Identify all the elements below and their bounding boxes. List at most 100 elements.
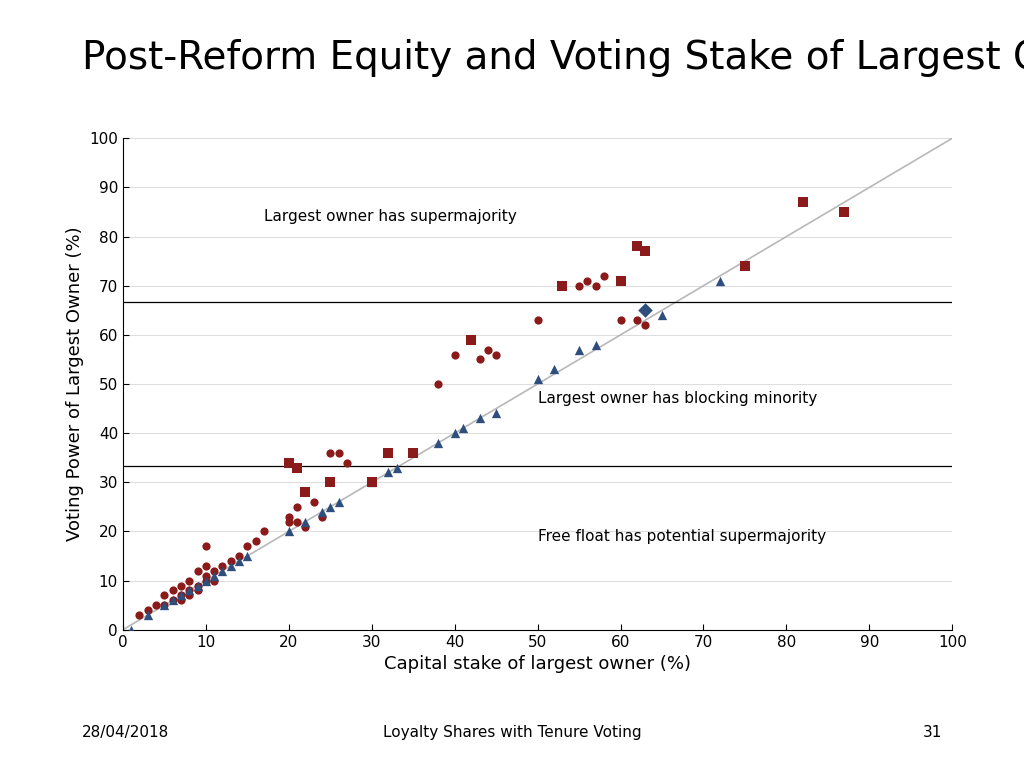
Point — [596, 270, 612, 282]
Point — [364, 476, 380, 488]
Point — [654, 309, 671, 321]
Point — [240, 550, 256, 562]
Point — [289, 515, 305, 528]
Point — [131, 609, 147, 621]
Point — [305, 496, 322, 508]
Point — [331, 447, 347, 459]
Point — [123, 624, 139, 636]
Point — [488, 349, 505, 361]
Point — [281, 515, 297, 528]
Point — [339, 456, 355, 468]
Point — [446, 427, 463, 439]
Point — [546, 363, 562, 376]
Text: Free float has potential supermajority: Free float has potential supermajority — [538, 529, 825, 544]
Point — [313, 505, 330, 518]
Point — [313, 511, 330, 523]
Point — [471, 353, 487, 366]
Point — [529, 373, 546, 386]
Point — [406, 447, 422, 459]
Point — [529, 314, 546, 326]
Point — [198, 574, 214, 587]
Point — [446, 349, 463, 361]
Point — [156, 599, 172, 611]
Point — [181, 584, 198, 597]
Point — [629, 314, 645, 326]
Point — [281, 456, 297, 468]
Point — [173, 579, 189, 591]
Text: 31: 31 — [923, 725, 942, 740]
Point — [837, 206, 853, 218]
Point — [181, 574, 198, 587]
Point — [198, 570, 214, 582]
Point — [588, 280, 604, 292]
Point — [297, 486, 313, 498]
Point — [612, 275, 629, 287]
Point — [571, 280, 588, 292]
Point — [430, 437, 446, 449]
Point — [189, 579, 206, 591]
Point — [206, 574, 222, 587]
Point — [463, 333, 479, 346]
Point — [331, 496, 347, 508]
Point — [571, 343, 588, 356]
Point — [471, 412, 487, 425]
Point — [240, 540, 256, 552]
Point — [156, 599, 172, 611]
Point — [322, 447, 338, 459]
Y-axis label: Voting Power of Largest Owner (%): Voting Power of Largest Owner (%) — [66, 227, 84, 541]
Point — [580, 275, 596, 287]
Point — [198, 560, 214, 572]
Point — [795, 196, 811, 208]
Point — [165, 594, 181, 607]
Point — [230, 554, 247, 567]
Point — [198, 574, 214, 587]
Point — [214, 564, 230, 577]
Point — [712, 275, 728, 287]
Point — [189, 564, 206, 577]
Point — [322, 501, 338, 513]
Point — [173, 589, 189, 601]
Point — [588, 339, 604, 351]
Point — [637, 319, 653, 331]
Point — [189, 584, 206, 597]
Point — [637, 304, 653, 316]
Text: Largest owner has blocking minority: Largest owner has blocking minority — [538, 391, 817, 406]
Point — [479, 343, 496, 356]
Point — [281, 525, 297, 538]
Text: Largest owner has supermajority: Largest owner has supermajority — [264, 210, 517, 224]
Point — [222, 560, 239, 572]
Point — [248, 535, 264, 548]
Text: 28/04/2018: 28/04/2018 — [82, 725, 169, 740]
Point — [629, 240, 645, 253]
Point — [165, 584, 181, 597]
Point — [165, 594, 181, 607]
Point — [222, 554, 239, 567]
Point — [281, 511, 297, 523]
Point — [612, 314, 629, 326]
Point — [173, 589, 189, 601]
Point — [322, 476, 338, 488]
Point — [388, 462, 404, 474]
Text: Post-Reform Equity and Voting Stake of Largest Owner: Post-Reform Equity and Voting Stake of L… — [82, 39, 1024, 77]
Point — [455, 422, 471, 435]
X-axis label: Capital stake of largest owner (%): Capital stake of largest owner (%) — [384, 655, 691, 674]
Point — [181, 589, 198, 601]
Point — [230, 550, 247, 562]
Point — [156, 589, 172, 601]
Point — [256, 525, 272, 538]
Point — [364, 476, 380, 488]
Point — [173, 594, 189, 607]
Point — [139, 609, 156, 621]
Point — [430, 378, 446, 390]
Point — [297, 521, 313, 533]
Point — [206, 570, 222, 582]
Point — [189, 579, 206, 591]
Point — [139, 604, 156, 616]
Point — [181, 584, 198, 597]
Point — [637, 245, 653, 257]
Point — [289, 501, 305, 513]
Point — [488, 407, 505, 419]
Point — [147, 599, 164, 611]
Text: Loyalty Shares with Tenure Voting: Loyalty Shares with Tenure Voting — [383, 725, 641, 740]
Point — [206, 564, 222, 577]
